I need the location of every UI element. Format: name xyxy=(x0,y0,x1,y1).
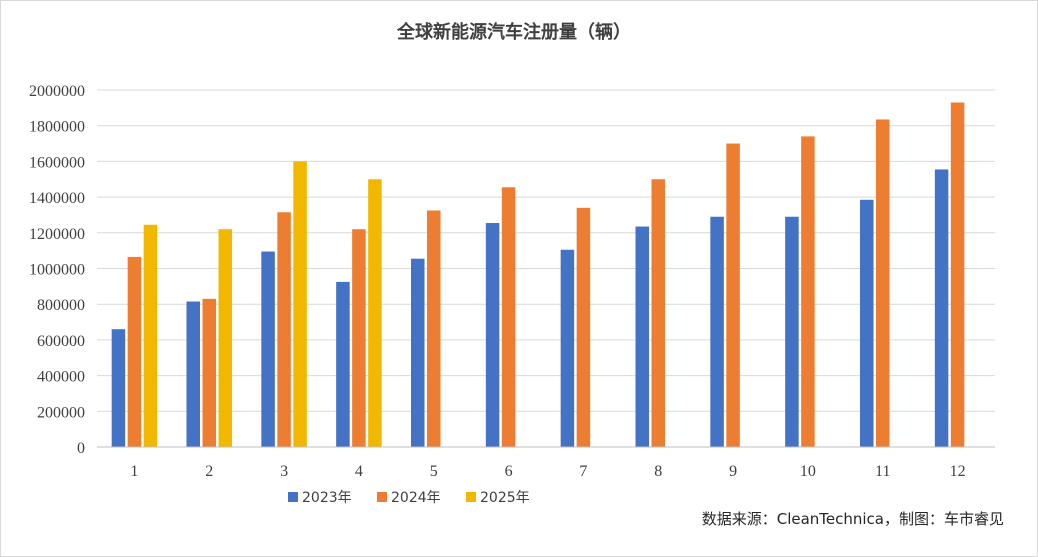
source-note: 数据来源：CleanTechnica，制图：车市睿见 xyxy=(702,510,1004,528)
bars xyxy=(111,102,965,448)
x-tick-label: 9 xyxy=(729,463,737,480)
x-tick-label: 6 xyxy=(505,463,513,480)
y-tick-label: 800000 xyxy=(37,297,85,314)
bar xyxy=(427,210,441,447)
y-tick-label: 1800000 xyxy=(29,119,85,136)
y-tick-label: 400000 xyxy=(37,369,85,386)
legend: 2023年 2024年 2025年 xyxy=(288,490,530,506)
legend-label: 2023年 xyxy=(302,490,352,506)
bar xyxy=(860,199,874,447)
bar xyxy=(186,301,200,447)
bar xyxy=(950,102,965,448)
x-tick-label: 8 xyxy=(654,463,662,480)
x-axis-ticks: 1 2 3 4 5 6 7 8 9 10 11 12 xyxy=(130,463,965,480)
bar xyxy=(785,216,799,447)
bar xyxy=(576,207,591,447)
bar xyxy=(501,187,516,447)
bar xyxy=(368,179,382,447)
x-tick-label: 7 xyxy=(579,463,587,480)
bar xyxy=(651,179,665,447)
bar xyxy=(934,169,949,447)
bar xyxy=(261,251,275,447)
bar xyxy=(726,143,740,448)
bar xyxy=(127,256,142,447)
x-tick-label: 12 xyxy=(950,463,966,480)
x-tick-label: 3 xyxy=(280,463,288,480)
x-tick-label: 10 xyxy=(800,463,816,480)
y-tick-label: 0 xyxy=(77,440,85,457)
bar xyxy=(411,258,425,447)
y-tick-label: 1400000 xyxy=(29,190,85,207)
y-tick-label: 1200000 xyxy=(29,226,85,243)
legend-label: 2024年 xyxy=(391,490,441,506)
x-tick-label: 1 xyxy=(130,463,138,480)
legend-label: 2025年 xyxy=(480,490,530,506)
x-tick-label: 4 xyxy=(355,463,363,480)
y-tick-label: 200000 xyxy=(37,404,85,421)
bar xyxy=(293,161,307,447)
x-tick-label: 2 xyxy=(205,463,213,480)
bar xyxy=(352,229,366,447)
y-tick-label: 1000000 xyxy=(29,262,85,279)
chart-title: 全球新能源汽车注册量（辆） xyxy=(396,21,631,43)
bar xyxy=(277,212,291,447)
y-tick-label: 2000000 xyxy=(29,83,85,100)
bar xyxy=(143,224,158,447)
y-axis-ticks: 0 200000 400000 600000 800000 1000000 1200000 1… xyxy=(29,83,85,457)
legend-swatch xyxy=(288,492,298,502)
y-tick-label: 1600000 xyxy=(29,154,85,171)
bar xyxy=(111,329,126,447)
y-tick-label: 600000 xyxy=(37,333,85,350)
bar xyxy=(336,281,350,447)
bar xyxy=(635,226,649,447)
bar xyxy=(218,229,232,447)
bar xyxy=(202,298,216,447)
bar xyxy=(710,216,724,447)
x-tick-label: 11 xyxy=(875,463,890,480)
bar xyxy=(801,136,815,447)
x-tick-label: 5 xyxy=(430,463,438,480)
gridlines xyxy=(97,89,995,412)
bar xyxy=(485,222,500,447)
bar xyxy=(560,249,575,447)
legend-swatch xyxy=(377,492,387,502)
bar xyxy=(876,119,890,447)
legend-swatch xyxy=(466,492,476,502)
